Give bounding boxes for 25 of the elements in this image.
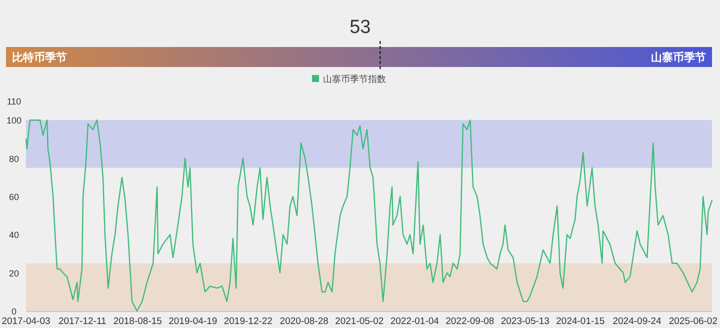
x-tick-label: 2024-01-15 — [556, 316, 605, 327]
x-tick-label: 2019-04-19 — [168, 316, 218, 327]
data-label: 53 — [350, 17, 371, 38]
x-tick-label: 2022-01-04 — [390, 316, 439, 327]
legend-label: 山寨币季节指数 — [323, 74, 386, 84]
y-tick-label: 100 — [6, 116, 22, 126]
x-tick-label: 2024-09-24 — [612, 316, 662, 327]
x-tick-label: 2017-04-03 — [2, 316, 50, 327]
x-tick-label: 2020-08-28 — [280, 316, 328, 327]
text: 比特币季节 — [12, 51, 67, 64]
x-tick-label: 2025-06-02 — [668, 316, 718, 327]
x-tick-label: 2018-08-15 — [113, 316, 162, 327]
y-tick-label: 60 — [8, 192, 20, 202]
y-tick-label: 110 — [6, 96, 22, 106]
y-tick-label: 80 — [8, 154, 20, 164]
x-tick-label: 2022-09-08 — [446, 316, 494, 327]
y-tick-label: 20 — [8, 268, 20, 278]
x-tick-label: 2021-05-02 — [335, 316, 384, 327]
x-tick-label: 2019-12-22 — [224, 316, 272, 327]
y-tick-label: 0 — [11, 306, 17, 316]
text: 山寨币季节 — [651, 51, 706, 64]
y-tick-label: 40 — [8, 230, 20, 240]
x-tick-label: 2017-12-11 — [58, 316, 106, 327]
x-tick-label: 2023-05-13 — [500, 316, 550, 327]
line-series — [25, 119, 713, 312]
